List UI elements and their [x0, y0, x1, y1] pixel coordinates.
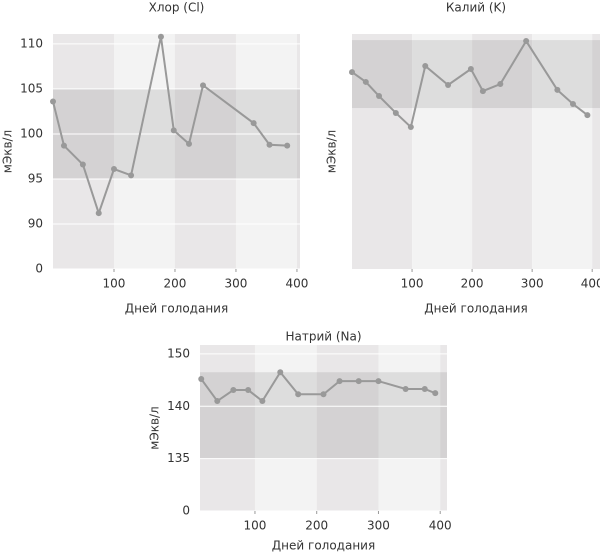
x-tick-label: 200	[461, 277, 484, 291]
data-point	[259, 398, 266, 405]
data-point	[50, 98, 56, 105]
data-point	[497, 81, 504, 88]
column-shade	[532, 34, 593, 269]
data-point	[584, 112, 591, 119]
data-point	[230, 387, 237, 394]
y-axis-label: мЭкв/л	[325, 130, 339, 173]
x-tick-label: 300	[367, 519, 390, 533]
data-point	[95, 210, 102, 217]
column-shade	[592, 34, 600, 269]
x-axis-label: Дней голодания	[125, 302, 228, 316]
data-point	[362, 78, 369, 85]
column-shade	[412, 34, 473, 269]
data-point	[79, 161, 86, 168]
data-point	[266, 141, 273, 148]
data-point	[523, 38, 530, 45]
y-tick-label: 150	[167, 346, 190, 360]
column-shade	[53, 34, 114, 269]
x-tick-label: 300	[225, 277, 248, 291]
x-tick-label: 200	[164, 277, 187, 291]
y-tick-label: 140	[167, 399, 190, 413]
column-shade	[254, 345, 317, 511]
data-point	[445, 81, 452, 88]
y-tick-label: 105	[20, 81, 43, 95]
x-tick-label: 300	[521, 277, 544, 291]
data-point	[320, 391, 327, 398]
series-line	[351, 39, 588, 129]
data-point	[479, 88, 486, 95]
column-shade	[352, 34, 413, 269]
x-tick-label: 400	[581, 277, 600, 291]
normal-band	[352, 40, 600, 109]
chart-title: Калий (K)	[446, 1, 506, 15]
x-tick-label: 200	[305, 519, 328, 533]
data-point	[295, 391, 302, 398]
y-tick-label: 90	[28, 216, 43, 230]
data-point	[432, 390, 439, 397]
x-axis-label: Дней голодания	[424, 302, 527, 316]
x-tick-label: 400	[429, 519, 452, 533]
y-tick-label: 135	[167, 451, 190, 465]
data-point	[355, 378, 362, 385]
y-tick-label: 0	[182, 504, 190, 518]
data-point	[569, 101, 576, 108]
y-tick-label: 100	[20, 126, 43, 140]
data-point	[250, 120, 257, 127]
column-shade	[472, 34, 533, 269]
normal-band	[200, 372, 447, 459]
data-point	[375, 378, 382, 385]
data-point	[60, 142, 67, 149]
data-point	[170, 127, 177, 134]
data-point	[467, 66, 474, 73]
data-point	[402, 385, 409, 392]
x-axis-label: Дней голодания	[272, 539, 375, 553]
data-point	[349, 69, 355, 76]
data-point	[422, 62, 429, 69]
x-tick-label: 400	[285, 277, 308, 291]
column-shade	[378, 345, 441, 511]
data-point	[284, 142, 291, 149]
data-point	[128, 172, 135, 179]
column-shade	[200, 345, 255, 511]
data-point	[110, 166, 117, 173]
data-point	[421, 385, 428, 392]
data-point	[277, 369, 284, 376]
y-axis-label: мЭкв/л	[148, 406, 162, 449]
data-point	[245, 387, 252, 394]
column-shade	[174, 34, 236, 269]
x-tick-label: 100	[103, 277, 126, 291]
column-shade	[440, 345, 447, 511]
y-tick-label: 110	[20, 36, 43, 50]
data-point	[392, 109, 399, 116]
y-tick-label: 0	[35, 262, 43, 276]
data-point	[376, 93, 383, 100]
chart-title: Хлор (Cl)	[149, 1, 205, 15]
column-shade	[235, 34, 297, 269]
data-point	[157, 33, 164, 40]
column-shade	[113, 34, 175, 269]
x-tick-label: 100	[244, 519, 267, 533]
data-point	[198, 376, 205, 383]
y-tick-label: 95	[28, 171, 43, 185]
column-shade	[296, 34, 300, 269]
chart-title: Натрий (Na)	[285, 330, 361, 344]
y-axis-label: мЭкв/л	[1, 130, 15, 173]
data-point	[200, 82, 207, 89]
data-point	[407, 124, 414, 131]
data-point	[214, 398, 221, 405]
data-point	[336, 378, 343, 385]
data-point	[554, 86, 561, 93]
data-point	[186, 140, 193, 147]
x-tick-label: 100	[401, 277, 424, 291]
column-shade	[316, 345, 379, 511]
